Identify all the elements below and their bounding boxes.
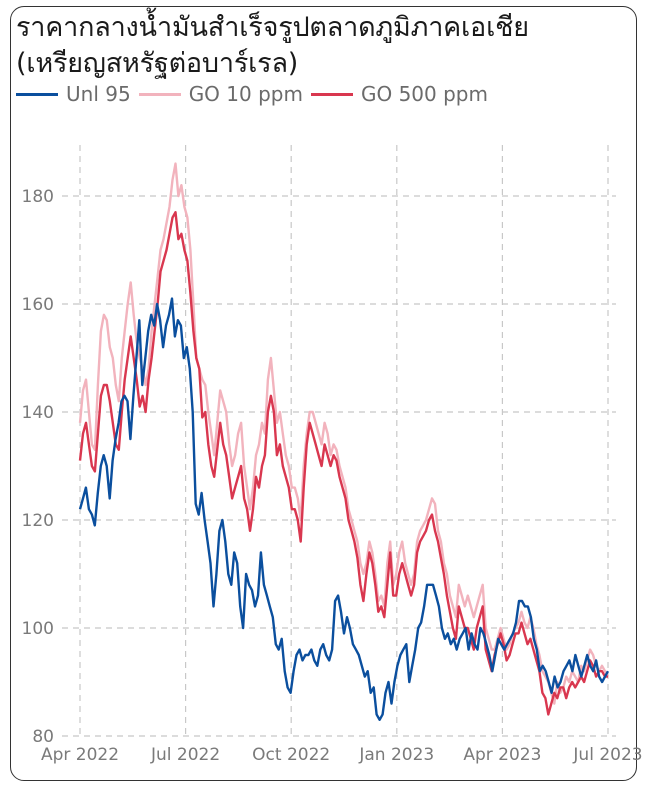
x-tick-label: Jul 2023 [572,745,642,765]
y-tick-label: 100 [22,619,54,639]
legend-label-unl95: Unl 95 [66,82,131,106]
y-tick-label: 80 [32,727,54,747]
x-axis-ticks: Apr 2022 Jul 2022 Oct 2022 Jan 2023 Apr 2023… [41,745,643,765]
y-tick-label: 120 [22,511,54,531]
series-line-unl95 [78,297,610,721]
series-line-go10 [78,162,610,705]
legend-swatch-go500 [310,92,353,96]
x-tick-label: Jul 2022 [150,745,220,765]
legend-swatch-go10 [138,92,181,96]
chart-title: ราคากลางน้ำมันสำเร็จรูปตลาดภูมิภาคเอเชีย [16,12,529,43]
y-tick-label: 140 [22,403,54,423]
x-tick-label: Oct 2022 [252,745,330,765]
series-line-go500 [78,210,608,716]
legend-item-go500: GO 500 ppm [310,82,488,106]
chart-card [10,6,637,781]
chart-title-block: ราคากลางน้ำมันสำเร็จรูปตลาดภูมิภาคเอเชีย… [16,10,529,82]
legend-label-go500: GO 500 ppm [360,82,488,106]
series-lines [78,162,610,721]
legend-label-go10: GO 10 ppm [188,82,303,106]
legend-item-go10: GO 10 ppm [138,82,303,106]
y-tick-label: 160 [22,295,54,315]
y-axis-ticks: 80 100 120 140 160 180 [22,187,54,747]
legend-swatch-unl95 [16,92,58,96]
x-tick-label: Jan 2023 [358,745,434,765]
legend-item-unl95: Unl 95 [16,82,131,106]
x-tick-label: Apr 2023 [463,745,541,765]
chart-subtitle: (เหรียญสหรัฐต่อบาร์เรล) [16,48,299,79]
y-tick-label: 180 [22,187,54,207]
x-tick-label: Apr 2022 [41,745,119,765]
legend: Unl 95 GO 10 ppm GO 500 ppm [16,82,496,106]
